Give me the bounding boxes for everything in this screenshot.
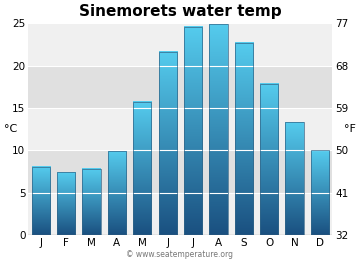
Y-axis label: °C: °C: [4, 124, 17, 134]
Text: © www.seatemperature.org: © www.seatemperature.org: [126, 250, 234, 259]
Bar: [158, 52, 177, 235]
Bar: [28, 150, 333, 193]
Bar: [311, 150, 329, 235]
Bar: [285, 122, 303, 235]
Bar: [32, 166, 50, 235]
Bar: [28, 66, 333, 108]
Bar: [209, 24, 228, 235]
Bar: [235, 43, 253, 235]
Bar: [184, 27, 202, 235]
Bar: [133, 102, 152, 235]
Y-axis label: °F: °F: [344, 124, 356, 134]
Bar: [260, 84, 278, 235]
Title: Sinemorets water temp: Sinemorets water temp: [79, 4, 282, 19]
Bar: [108, 151, 126, 235]
Bar: [57, 172, 75, 235]
Bar: [82, 169, 101, 235]
